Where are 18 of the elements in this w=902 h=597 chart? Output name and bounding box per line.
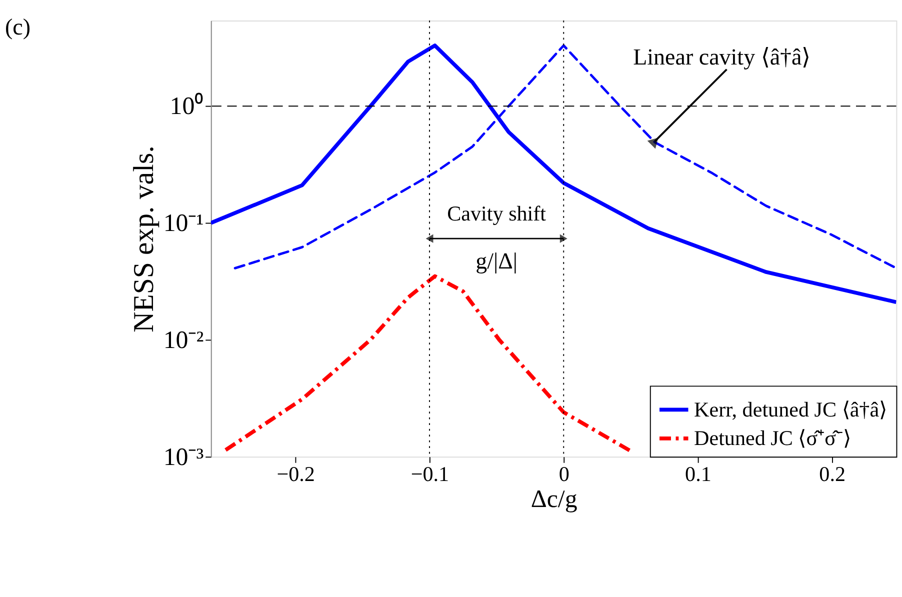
x-tick-label: −0.2 — [276, 462, 315, 486]
y-tick-label: 10⁰ — [170, 92, 204, 120]
x-tick-label: −0.1 — [410, 462, 450, 486]
legend-label: Kerr, detuned JC ⟨â†â⟩ — [694, 397, 888, 422]
x-tick-label: 0.1 — [685, 462, 712, 486]
y-axis-title: NESS exp. vals. — [128, 146, 160, 332]
line-series — [210, 44, 896, 304]
legend-label: Detuned JC ⟨σ̂⁺σ̂⁻⟩ — [694, 426, 851, 450]
y-tick-label: 10⁻³ — [163, 444, 204, 471]
y-tick-label: 10⁻² — [163, 326, 204, 354]
text: (c) — [4, 14, 31, 40]
y-tick-label: 10⁻¹ — [163, 210, 204, 238]
x-tick-label: 0 — [558, 462, 570, 486]
x-tick-label: 0.2 — [819, 462, 846, 486]
annotation: Cavity shift — [447, 201, 546, 226]
annotation: g/|Δ| — [476, 248, 518, 274]
x-axis-title: Δc/g — [530, 486, 578, 513]
annotation: Linear cavity ⟨â†â⟩ — [633, 44, 811, 70]
